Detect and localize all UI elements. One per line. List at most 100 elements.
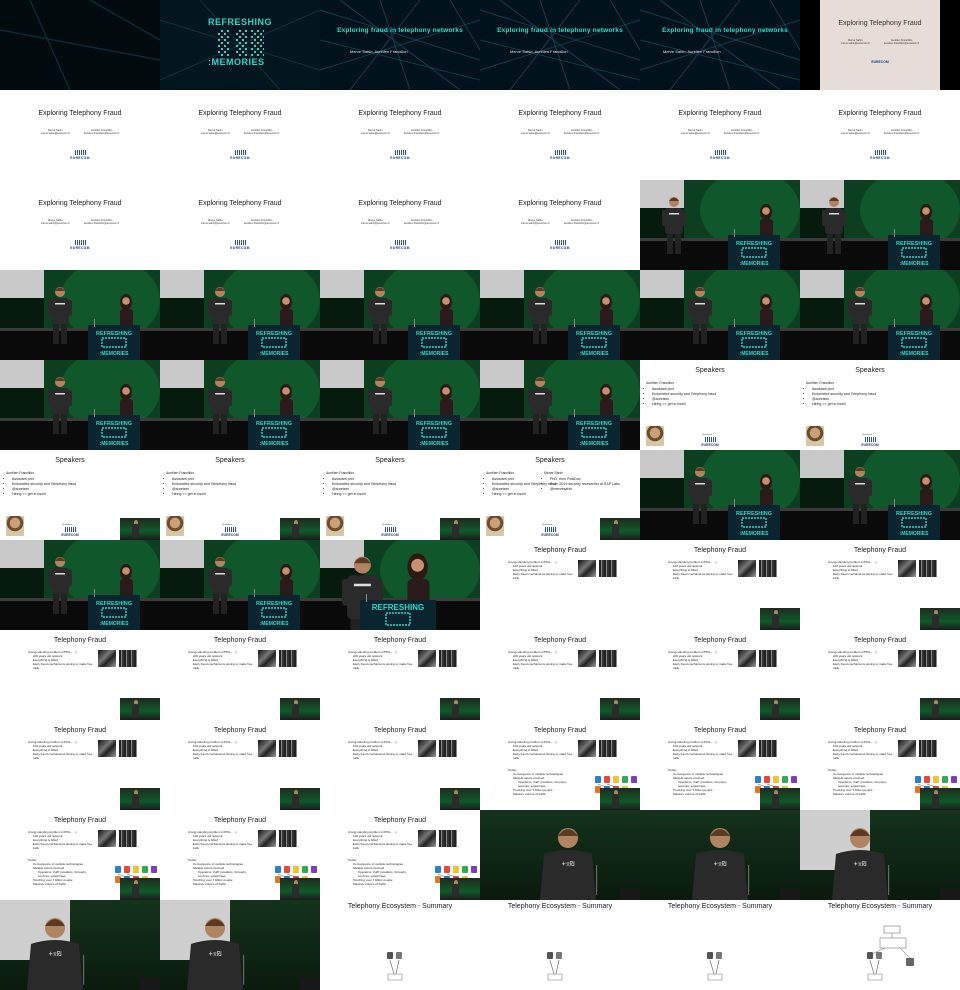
- eurecom-logo-text: EURECOM: [230, 156, 250, 160]
- video-frame-thumbnail[interactable]: REFRESHING:MEMORIES: [640, 270, 800, 360]
- lectern-logo-text: REFRESHING: [736, 241, 772, 247]
- video-frame-thumbnail[interactable]: Exploring fraud in telephony networks Mer…: [480, 0, 640, 90]
- video-frame-thumbnail[interactable]: Telephony Ecosystem - Summary: [320, 900, 480, 990]
- video-frame-thumbnail[interactable]: [0, 0, 160, 90]
- video-frame-thumbnail[interactable]: Telephony Fraud A long-standing problem (…: [160, 630, 320, 720]
- video-frame-thumbnail[interactable]: Telephony Fraud A long-standing problem (…: [0, 720, 160, 810]
- author-2: Aurélien Francillon aurelien.francillon@e…: [884, 129, 919, 135]
- video-frame-thumbnail[interactable]: Telephony Fraud A long-standing problem (…: [640, 540, 800, 630]
- video-frame-thumbnail[interactable]: Exploring Telephony Fraud Merve Sahin merv…: [640, 90, 800, 180]
- sub-bullet: 100 years old network: [673, 744, 703, 749]
- video-frame-thumbnail[interactable]: Telephony Fraud A long-standing problem (…: [320, 810, 480, 900]
- sub-bullet: Everything is billed: [833, 568, 859, 573]
- video-frame-thumbnail[interactable]: Telephony Fraud A long-standing problem (…: [320, 720, 480, 810]
- video-frame-thumbnail[interactable]: Exploring Telephony Fraud Merve Sahin merv…: [320, 90, 480, 180]
- video-frame-thumbnail[interactable]: REFRESHING:MEMORIES: [0, 270, 160, 360]
- speaker-video-inset: [280, 788, 320, 810]
- svg-text:+⌆₪: +⌆₪: [562, 860, 575, 868]
- svg-text::MEMORIES: :MEMORIES: [420, 441, 450, 447]
- video-frame-thumbnail[interactable]: Speakers Aurélien Francillon Assistant pro…: [800, 360, 960, 450]
- video-frame-thumbnail[interactable]: REFRESHING:MEMORIES: [480, 270, 640, 360]
- eurecom-logo-text: EURECOM: [230, 246, 250, 250]
- video-frame-thumbnail[interactable]: REFRESHING:MEMORIES: [320, 360, 480, 450]
- video-frame-thumbnail[interactable]: Exploring Telephony Fraud Merve Sahin merv…: [0, 90, 160, 180]
- video-frame-thumbnail[interactable]: Telephony Fraud A long-standing problem (…: [640, 630, 800, 720]
- video-frame-thumbnail[interactable]: REFRESHING:MEMORIES: [160, 0, 320, 90]
- video-frame-thumbnail[interactable]: REFRESHING:MEMORIES: [320, 270, 480, 360]
- video-frame-thumbnail[interactable]: Telephony Fraud A long-standing problem (…: [800, 630, 960, 720]
- video-frame-thumbnail[interactable]: Telephony Fraud A long-standing problem (…: [0, 810, 160, 900]
- video-frame-thumbnail[interactable]: Exploring Telephony Fraud Merve Sahin merv…: [800, 0, 960, 90]
- video-frame-thumbnail[interactable]: +⌆₪: [640, 810, 800, 900]
- video-frame-thumbnail[interactable]: Telephony Fraud A long-standing problem (…: [800, 540, 960, 630]
- video-frame-thumbnail[interactable]: REFRESHING:MEMORIES: [800, 180, 960, 270]
- video-frame-thumbnail[interactable]: Exploring Telephony Fraud Merve Sahin merv…: [160, 90, 320, 180]
- video-frame-thumbnail[interactable]: Exploring Telephony Fraud Merve Sahin merv…: [0, 180, 160, 270]
- sub-bullet: Convergence of multiple technologies: [833, 772, 884, 776]
- slide-photos: [738, 560, 778, 578]
- video-frame-thumbnail[interactable]: Telephony Ecosystem - Summary: [480, 900, 640, 990]
- slide-title: Telephony Fraud: [533, 637, 587, 644]
- video-frame-thumbnail[interactable]: Speakers Aurélien Francillon Assistant pro…: [320, 450, 480, 540]
- video-frame-thumbnail[interactable]: Telephony Fraud A long-standing problem (…: [0, 630, 160, 720]
- video-frame-thumbnail[interactable]: REFRESHING:MEMORIES: [800, 450, 960, 540]
- sub-bullet: Massive volume of traffic: [833, 792, 866, 796]
- video-frame-thumbnail[interactable]: REFRESHING:MEMORIES: [160, 270, 320, 360]
- video-frame-thumbnail[interactable]: Telephony Ecosystem - Summary: [800, 900, 960, 990]
- speaker-name: Merve Sahin: [544, 471, 564, 475]
- lectern-logo-text: REFRESHING: [372, 603, 424, 612]
- slide-title: Telephony Fraud: [213, 637, 267, 644]
- slide-authors: Merve Sahin merve.sahin@eurecom.fr Aurélie…: [820, 39, 940, 45]
- eurecom-logo-text: EURECOM: [70, 156, 90, 160]
- video-frame-thumbnail[interactable]: Speakers Aurélien Francillon Assistant pro…: [480, 450, 640, 540]
- author-2: Aurélien Francillon aurelien.francillon@e…: [724, 129, 759, 135]
- lectern-logo-text: REFRESHING: [896, 511, 932, 517]
- video-frame-thumbnail[interactable]: +⌆₪: [160, 900, 320, 990]
- video-frame-thumbnail[interactable]: Telephony Fraud A long-standing problem (…: [480, 720, 640, 810]
- video-frame-thumbnail[interactable]: Telephony Fraud A long-standing problem (…: [640, 720, 800, 810]
- video-frame-thumbnail[interactable]: REFRESHING:MEMORIES: [160, 540, 320, 630]
- sub-bullet: Touching over 7 billion people: [833, 788, 873, 792]
- video-frame-thumbnail[interactable]: Speakers Aurélien Francillon Assistant pro…: [160, 450, 320, 540]
- slide-frame: Speakers Aurélien Francillon Assistant pro…: [800, 360, 940, 450]
- video-frame-thumbnail[interactable]: Exploring fraud in telephony networks Mer…: [320, 0, 480, 90]
- slide-photos: [738, 740, 778, 758]
- video-frame-thumbnail[interactable]: Exploring Telephony Fraud Merve Sahin merv…: [320, 180, 480, 270]
- video-frame-thumbnail[interactable]: Telephony Fraud A long-standing problem (…: [480, 540, 640, 630]
- speaker-video-inset: [280, 878, 320, 900]
- video-frame-thumbnail[interactable]: +⌆₪: [0, 900, 160, 990]
- video-frame-thumbnail[interactable]: REFRESHING:MEMORIES: [640, 180, 800, 270]
- video-frame-thumbnail[interactable]: Telephony Fraud A long-standing problem (…: [160, 810, 320, 900]
- lectern-logo-text: REFRESHING: [256, 421, 292, 427]
- video-frame-thumbnail[interactable]: Speakers Aurélien Francillon Assistant pro…: [0, 450, 160, 540]
- lectern-logo-text: REFRESHING: [256, 601, 292, 607]
- video-frame-thumbnail[interactable]: REFRESHING:MEMORIES: [0, 540, 160, 630]
- video-frame-thumbnail[interactable]: REFRESHING: [320, 540, 480, 630]
- video-frame-thumbnail[interactable]: REFRESHING:MEMORIES: [640, 450, 800, 540]
- video-frame-thumbnail[interactable]: Exploring Telephony Fraud Merve Sahin merv…: [160, 180, 320, 270]
- video-frame-thumbnail[interactable]: Telephony Ecosystem - Summary: [640, 900, 800, 990]
- video-frame-thumbnail[interactable]: Exploring Telephony Fraud Merve Sahin merv…: [480, 90, 640, 180]
- video-frame-thumbnail[interactable]: Speakers Aurélien Francillon Assistant pro…: [640, 360, 800, 450]
- video-frame-thumbnail[interactable]: +⌆₪: [800, 810, 960, 900]
- author-1-email: merve.sahin@eurecom.fr: [200, 222, 230, 226]
- slide-bullets: A long-standing problem (1970s - ...) 100…: [348, 830, 418, 850]
- speaker-bio: Aurélien Francillon Assistant profEmbedde…: [806, 381, 876, 407]
- slide-title: Exploring Telephony Fraud: [198, 110, 282, 117]
- video-frame-thumbnail[interactable]: REFRESHING:MEMORIES: [800, 270, 960, 360]
- video-frame-thumbnail[interactable]: Exploring Telephony Fraud Merve Sahin merv…: [800, 90, 960, 180]
- video-frame-thumbnail[interactable]: +⌆₪: [480, 810, 640, 900]
- video-frame-thumbnail[interactable]: Telephony Fraud A long-standing problem (…: [160, 720, 320, 810]
- slide-bullets: A long-standing problem (1970s - ...) 100…: [28, 830, 98, 850]
- speaker-bullet: PhD, then PostDoc: [550, 477, 620, 482]
- video-frame-thumbnail[interactable]: Exploring fraud in telephony networks Mer…: [640, 0, 800, 90]
- video-frame-thumbnail[interactable]: REFRESHING:MEMORIES: [160, 360, 320, 450]
- speaker-bullet: Hiring => get in touch: [492, 492, 556, 497]
- video-frame-thumbnail[interactable]: REFRESHING:MEMORIES: [480, 360, 640, 450]
- video-frame-thumbnail[interactable]: Telephony Fraud A long-standing problem (…: [320, 630, 480, 720]
- video-frame-thumbnail[interactable]: Exploring Telephony Fraud Merve Sahin merv…: [480, 180, 640, 270]
- sub-bullet: Early fraud mechanisms aiming to make fr…: [193, 752, 253, 761]
- video-frame-thumbnail[interactable]: Telephony Fraud A long-standing problem (…: [800, 720, 960, 810]
- video-frame-thumbnail[interactable]: Telephony Fraud A long-standing problem (…: [480, 630, 640, 720]
- video-frame-thumbnail[interactable]: REFRESHING:MEMORIES: [0, 360, 160, 450]
